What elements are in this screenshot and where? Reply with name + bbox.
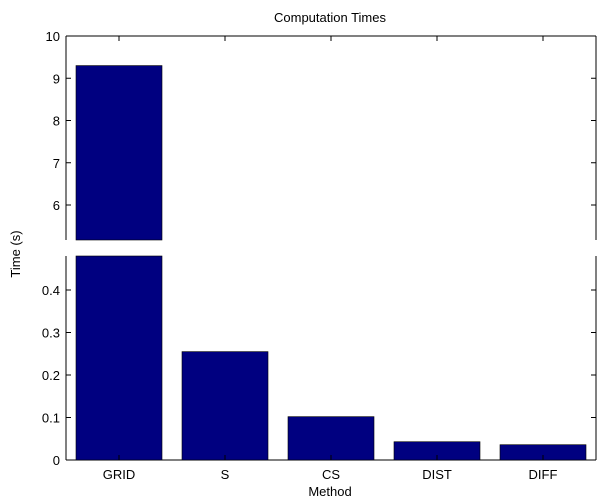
- x-axis-label: Method: [308, 484, 351, 499]
- lower-y-tick-label: 0.1: [42, 411, 60, 426]
- x-tick-label: DIST: [422, 467, 452, 482]
- x-tick-label: GRID: [103, 467, 136, 482]
- upper-y-tick-label: 6: [53, 198, 60, 213]
- bars: [75, 65, 587, 461]
- lower-y-tick-label: 0.3: [42, 326, 60, 341]
- chart-title: Computation Times: [274, 10, 386, 25]
- lower-y-tick-label: 0: [53, 453, 60, 468]
- x-tick-label: S: [221, 467, 230, 482]
- bar-cs: [287, 416, 375, 461]
- x-tick-label: DIFF: [529, 467, 558, 482]
- lower-y-tick-label: 0.2: [42, 368, 60, 383]
- upper-y-tick-label: 10: [46, 29, 60, 44]
- x-axis-ticks: GRID S CS DIST DIFF: [103, 36, 558, 482]
- y-axis-label: Time (s): [8, 230, 23, 277]
- upper-y-tick-label: 7: [53, 156, 60, 171]
- x-tick-label: CS: [322, 467, 340, 482]
- bar-grid-lower: [75, 255, 163, 461]
- upper-y-tick-label: 9: [53, 71, 60, 86]
- bar-grid-upper: [75, 65, 163, 241]
- upper-y-tick-label: 8: [53, 114, 60, 129]
- lower-y-tick-label: 0.4: [42, 283, 60, 298]
- bar-s: [181, 351, 269, 461]
